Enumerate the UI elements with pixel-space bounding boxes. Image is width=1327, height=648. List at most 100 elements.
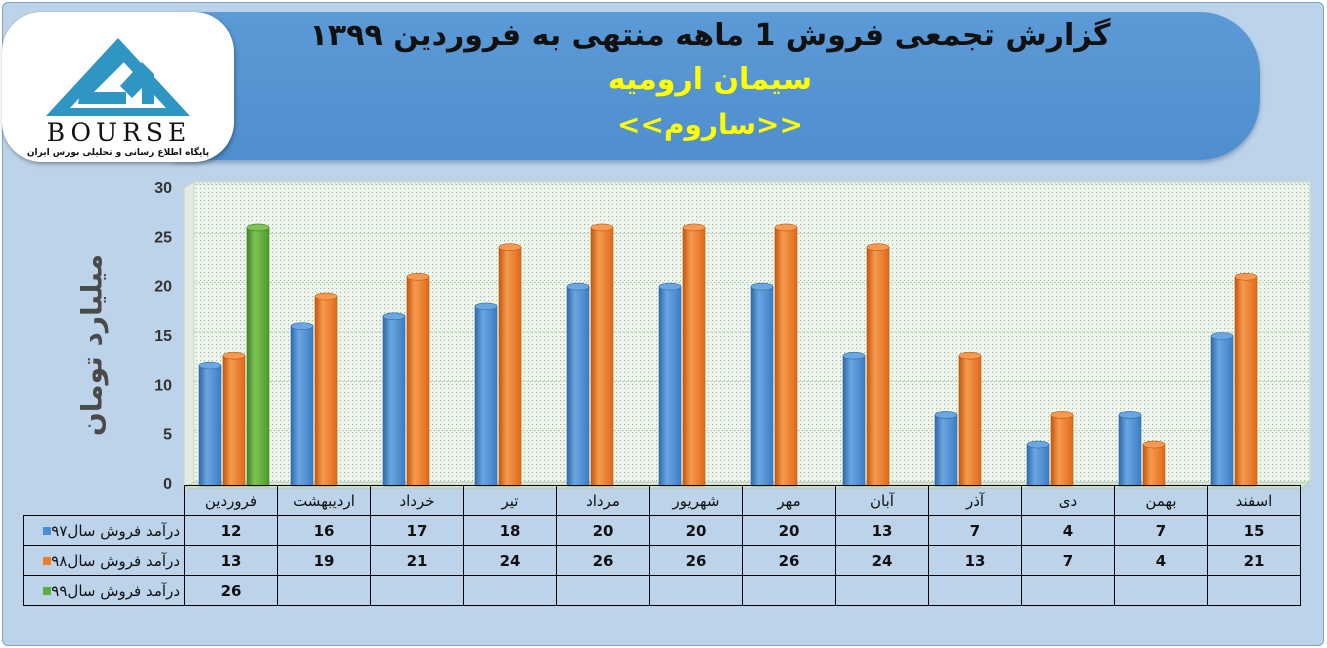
value-cell: 26 [649, 545, 743, 576]
bourse-logo: BOURSE پایگاه اطلاع رسانی و تحلیلی بورس … [2, 12, 234, 162]
category-cell: خرداد [370, 485, 464, 516]
series-row-99: درآمد فروش سال۹۹ 26 [23, 575, 1301, 606]
value-cell [1207, 575, 1301, 606]
value-cell: 7 [1021, 545, 1115, 576]
value-cell [1114, 575, 1208, 606]
bar-1-1 [314, 296, 338, 487]
bar-cap-1-1 [314, 292, 338, 301]
bar-cap-0-4 [566, 282, 590, 291]
bar-0-1 [290, 325, 314, 487]
logo-tagline: پایگاه اطلاع رسانی و تحلیلی بورس ایران [26, 148, 210, 158]
bar-0-7 [842, 355, 866, 487]
bar-0-3 [474, 306, 498, 487]
value-cell: 13 [928, 545, 1022, 576]
value-cell: 20 [556, 515, 650, 546]
bar-cap-1-3 [498, 243, 522, 251]
bar-0-5 [658, 286, 682, 487]
legend-label-99: درآمد فروش سال۹۹ [23, 575, 185, 606]
bar-0-2 [382, 315, 406, 487]
y-tick-label: 0 [163, 476, 172, 493]
bar-cap-1-0 [222, 351, 246, 360]
category-cell: بهمن [1114, 485, 1208, 516]
y-tick-label: 30 [154, 180, 172, 197]
bar-1-2 [406, 276, 430, 487]
bar-1-6 [774, 227, 798, 487]
bar-cap-2-0 [246, 223, 270, 232]
bar-1-9 [1050, 414, 1074, 487]
bar-cap-0-9 [1026, 440, 1050, 449]
bar-cap-1-6 [774, 223, 798, 232]
legend-label-98: درآمد فروش سال۹۸ [23, 545, 185, 576]
bar-cap-1-8 [958, 351, 982, 360]
category-cell: شهریور [649, 485, 743, 516]
bar-0-6 [750, 286, 774, 487]
bar-0-0 [198, 365, 222, 487]
value-cell: 12 [184, 515, 278, 546]
value-cell: 21 [370, 545, 464, 576]
value-cell [649, 575, 743, 606]
value-cell: 7 [1114, 515, 1208, 546]
legend-swatch-99 [43, 587, 52, 595]
series-row-97: درآمد فروش سال۹۷ 12 16 17 18 20 20 20 13… [23, 515, 1301, 546]
bar-cap-0-2 [382, 312, 406, 321]
value-cell [556, 575, 650, 606]
value-cell: 18 [463, 515, 557, 546]
value-cell: 20 [742, 515, 836, 546]
value-cell: 26 [184, 575, 278, 606]
company-name: سیمان ارومیه [607, 62, 813, 97]
24-bourse-logo-icon [46, 38, 190, 116]
legend-swatch-97 [43, 527, 52, 535]
value-cell [835, 575, 929, 606]
category-cell: اردیبهشت [277, 485, 371, 516]
value-cell: 26 [742, 545, 836, 576]
bar-0-9 [1026, 444, 1050, 487]
value-cell [463, 575, 557, 606]
value-cell [277, 575, 371, 606]
value-cell: 24 [463, 545, 557, 576]
value-cell: 26 [556, 545, 650, 576]
bar-cap-1-11 [1234, 272, 1258, 281]
bar-cap-0-11 [1210, 332, 1234, 340]
value-cell: 24 [835, 545, 929, 576]
value-cell: 20 [649, 515, 743, 546]
value-cell: 21 [1207, 545, 1301, 576]
category-cell: آبان [835, 485, 929, 516]
value-cell [928, 575, 1022, 606]
series-row-98: درآمد فروش سال۹۸ 13 19 21 24 26 26 26 24… [23, 545, 1301, 576]
value-cell: 4 [1021, 515, 1115, 546]
bar-1-8 [958, 355, 982, 487]
value-cell [742, 575, 836, 606]
bar-0-4 [566, 286, 590, 487]
category-cell: مهر [742, 485, 836, 516]
bar-cap-0-10 [1118, 411, 1142, 419]
logo-wordmark: BOURSE [46, 118, 192, 147]
bar-1-11 [1234, 276, 1258, 487]
bar-cap-0-6 [750, 282, 774, 291]
bar-cap-0-7 [842, 351, 866, 360]
bar-cap-0-1 [290, 322, 314, 330]
bar-cap-0-0 [198, 361, 222, 370]
bar-cap-1-5 [682, 223, 706, 232]
category-cell: دی [1021, 485, 1115, 516]
category-cell: فروردین [184, 485, 278, 516]
bar-2-0 [246, 227, 270, 487]
category-cell: آذر [928, 485, 1022, 516]
bar-cap-0-8 [934, 411, 958, 419]
bar-cap-1-9 [1050, 411, 1074, 419]
bar-cap-1-2 [406, 272, 430, 281]
y-tick-label: 15 [154, 328, 172, 345]
ticker-symbol: <<ساروم>> [617, 108, 803, 141]
value-cell: 19 [277, 545, 371, 576]
category-cell: مرداد [556, 485, 650, 516]
bar-1-10 [1142, 444, 1166, 487]
value-cell: 7 [928, 515, 1022, 546]
bar-0-8 [934, 414, 958, 487]
bar-cap-0-3 [474, 302, 498, 311]
legend-label-97: درآمد فروش سال۹۷ [23, 515, 185, 546]
bar-0-11 [1210, 335, 1234, 487]
value-cell: 13 [835, 515, 929, 546]
bar-cap-1-4 [590, 223, 614, 232]
title-banner [175, 12, 1260, 160]
bar-1-7 [866, 246, 890, 487]
